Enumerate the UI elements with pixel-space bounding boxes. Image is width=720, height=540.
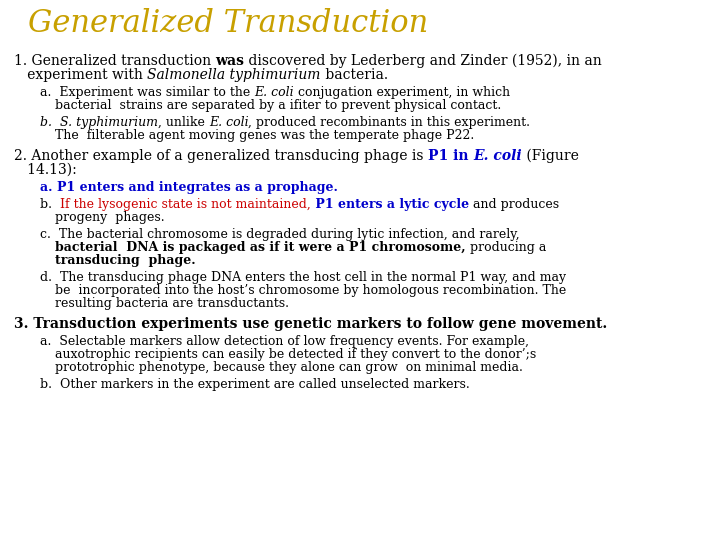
Text: bacterial  strains are separated by a ifiter to prevent physical contact.: bacterial strains are separated by a ifi… [55, 99, 501, 112]
Text: c.  The bacterial chromosome is degraded during lytic infection, and rarely,: c. The bacterial chromosome is degraded … [40, 228, 520, 241]
Text: (Figure: (Figure [522, 149, 579, 164]
Text: S. typhimurium: S. typhimurium [60, 116, 158, 129]
Text: a.  Selectable markers allow detection of low frequency events. For example,: a. Selectable markers allow detection of… [40, 335, 529, 348]
Text: b.: b. [40, 198, 60, 211]
Text: E. coli: E. coli [254, 86, 294, 99]
Text: P1 enters and integrates as a prophage.: P1 enters and integrates as a prophage. [57, 181, 338, 194]
Text: Salmonella typhimurium: Salmonella typhimurium [148, 68, 320, 82]
Text: progeny  phages.: progeny phages. [55, 211, 165, 224]
Text: Generalized Transduction: Generalized Transduction [28, 8, 428, 39]
Text: 1. Generalized transduction: 1. Generalized transduction [14, 54, 215, 68]
Text: bacteria.: bacteria. [320, 68, 388, 82]
Text: experiment with: experiment with [14, 68, 148, 82]
Text: a.  Experiment was similar to the: a. Experiment was similar to the [40, 86, 254, 99]
Text: E. coli: E. coli [473, 149, 522, 163]
Text: , unlike: , unlike [158, 116, 209, 129]
Text: discovered by Lederberg and Zinder (1952), in an: discovered by Lederberg and Zinder (1952… [245, 54, 602, 69]
Text: resulting bacteria are transductants.: resulting bacteria are transductants. [55, 297, 289, 310]
Text: If the lysogenic state is not maintained,: If the lysogenic state is not maintained… [60, 198, 311, 211]
Text: E. coli: E. coli [209, 116, 248, 129]
Text: producing a: producing a [466, 241, 546, 254]
Text: , produced recombinants in this experiment.: , produced recombinants in this experime… [248, 116, 531, 129]
Text: 2. Another example of a generalized transducing phage is: 2. Another example of a generalized tran… [14, 149, 428, 163]
Text: b.  Other markers in the experiment are called unselected markers.: b. Other markers in the experiment are c… [40, 378, 469, 391]
Text: The  filterable agent moving genes was the temperate phage P22.: The filterable agent moving genes was th… [55, 129, 474, 142]
Text: prototrophic phenotype, because they alone can grow  on minimal media.: prototrophic phenotype, because they alo… [55, 361, 523, 374]
Text: P1 in: P1 in [428, 149, 473, 163]
Text: was: was [215, 54, 245, 68]
Text: d.  The transducing phage DNA enters the host cell in the normal P1 way, and may: d. The transducing phage DNA enters the … [40, 271, 566, 284]
Text: P1 enters a lytic cycle: P1 enters a lytic cycle [311, 198, 469, 211]
Text: bacterial  DNA is packaged as if it were a P1 chromosome,: bacterial DNA is packaged as if it were … [55, 241, 466, 254]
Text: auxotrophic recipients can easily be detected if they convert to the donor’;s: auxotrophic recipients can easily be det… [55, 348, 536, 361]
Text: b.: b. [40, 116, 60, 129]
Text: a.: a. [40, 181, 57, 194]
Text: conjugation experiment, in which: conjugation experiment, in which [294, 86, 510, 99]
Text: be  incorporated into the host’s chromosome by homologous recombination. The: be incorporated into the host’s chromoso… [55, 284, 566, 297]
Text: and produces: and produces [469, 198, 559, 211]
Text: 14.13):: 14.13): [14, 163, 77, 177]
Text: 3. Transduction experiments use genetic markers to follow gene movement.: 3. Transduction experiments use genetic … [14, 317, 607, 331]
Text: transducing  phage.: transducing phage. [55, 254, 196, 267]
